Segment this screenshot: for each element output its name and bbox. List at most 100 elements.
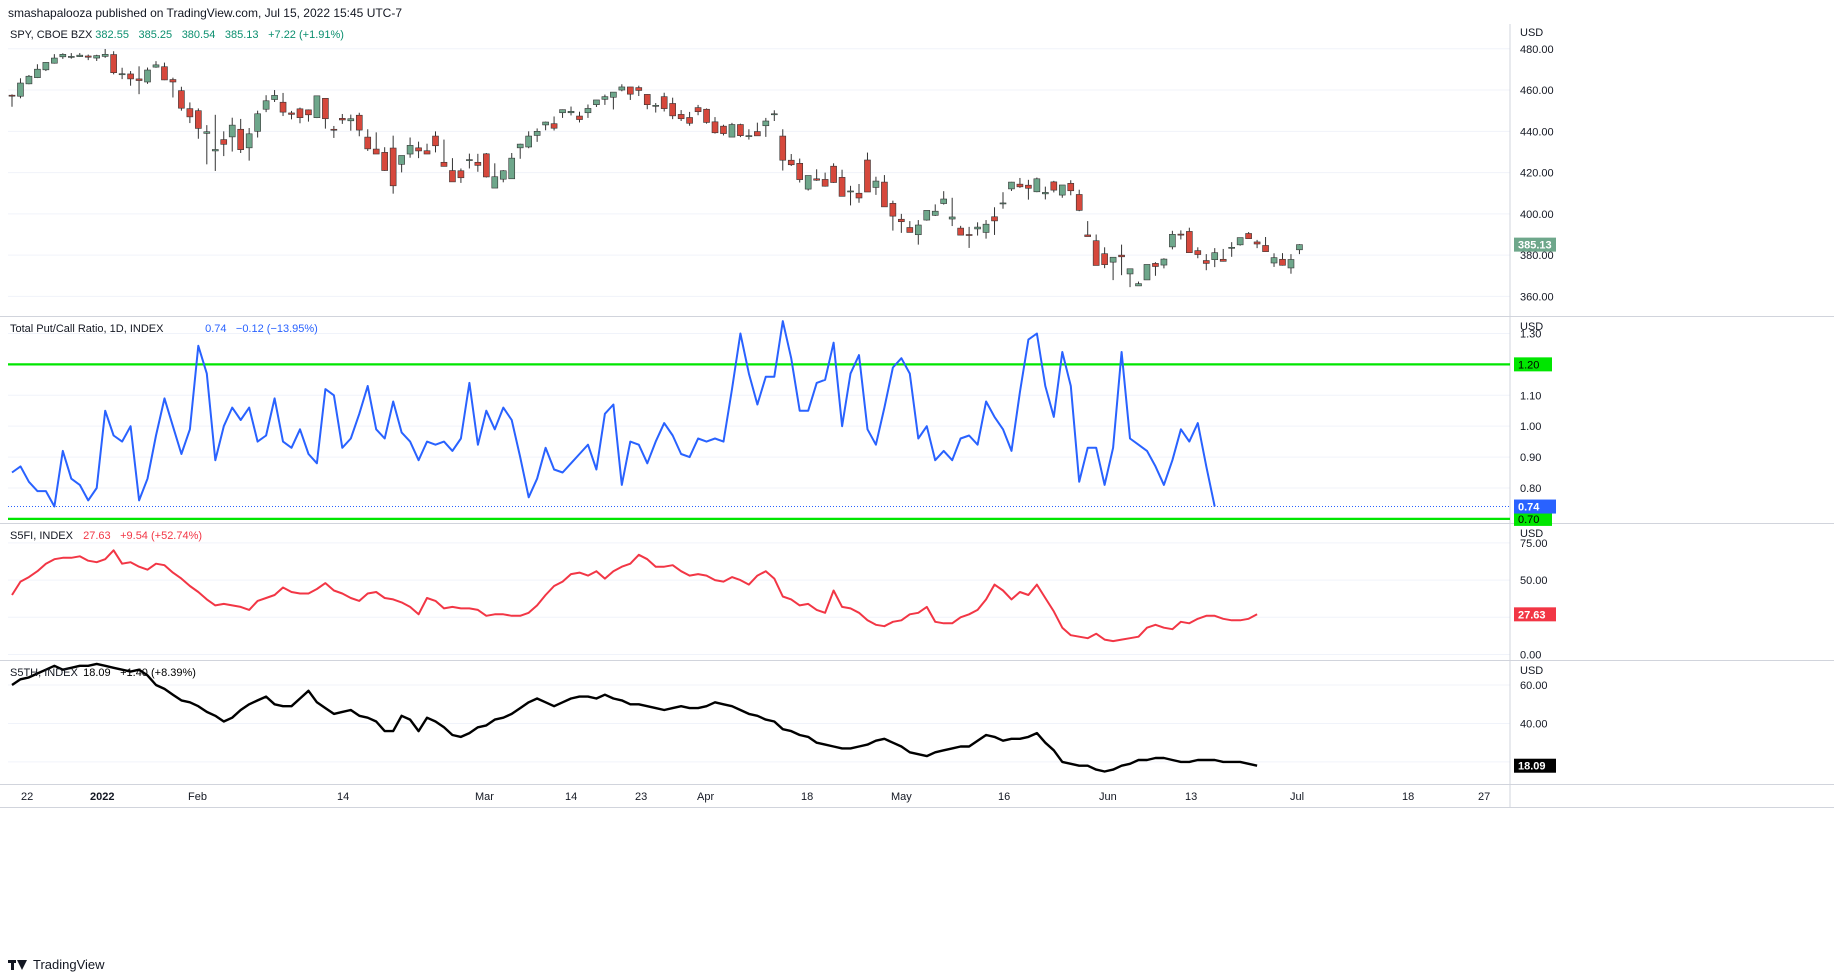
candle-body <box>440 161 448 167</box>
candle-body <box>516 143 524 149</box>
candle-body <box>914 224 922 236</box>
candle-body <box>313 95 321 118</box>
candle-body <box>1296 244 1303 251</box>
y-tick-label: 60.00 <box>1520 680 1548 692</box>
candle-body <box>1194 250 1202 255</box>
candle-body <box>660 96 668 109</box>
candle-body <box>635 87 643 91</box>
candle-body <box>127 73 134 80</box>
x-tick-label: 13 <box>1185 791 1197 803</box>
candle-body <box>864 159 871 193</box>
candle-body <box>1118 254 1125 258</box>
candle-body <box>339 118 346 121</box>
series-line <box>11 662 1258 773</box>
candle-body <box>694 107 702 113</box>
x-tick-label: May <box>891 791 912 803</box>
candle-body <box>1092 240 1100 266</box>
candle-body <box>813 178 820 181</box>
candle-body <box>1177 233 1185 236</box>
series-line <box>11 320 1216 508</box>
reference-value-badge <box>1514 357 1552 372</box>
candle-body <box>152 64 160 68</box>
last-value-badge <box>1514 237 1556 252</box>
x-tick-label: 27 <box>1478 791 1490 803</box>
candle-body <box>17 82 24 97</box>
candle-body <box>1186 231 1193 253</box>
legend-value: 380.54 <box>182 29 216 41</box>
candle-body <box>923 210 931 221</box>
candle-body <box>906 227 914 233</box>
legend-title: Total Put/Call Ratio, 1D, INDEX <box>10 323 164 335</box>
y-tick-label: 360.00 <box>1520 291 1554 303</box>
candle-body <box>974 226 981 230</box>
reference-value-badge <box>1514 511 1552 526</box>
y-tick-label: 0.00 <box>1520 650 1541 662</box>
candle-body <box>965 234 973 236</box>
x-tick-label: 2022 <box>90 791 114 803</box>
y-tick-label: 380.00 <box>1520 250 1554 262</box>
y-tick-label: 480.00 <box>1520 44 1554 56</box>
candle-body <box>1008 181 1015 190</box>
candle-body <box>1211 252 1219 260</box>
candle-body <box>474 161 482 166</box>
candle-body <box>525 135 532 148</box>
x-tick-label: 18 <box>801 791 813 803</box>
candle-body <box>677 114 685 120</box>
unit-label: USD <box>1520 528 1543 540</box>
candle-body <box>262 100 270 110</box>
y-tick-label: 1.30 <box>1520 328 1541 340</box>
last-value-label: 27.63 <box>1518 609 1546 621</box>
candle-body <box>686 117 693 124</box>
candle-body <box>940 198 948 204</box>
y-tick-label: 400.00 <box>1520 209 1554 221</box>
candle-body <box>364 136 372 150</box>
candle-body <box>872 180 880 188</box>
candle-body <box>271 95 278 100</box>
candle-body <box>178 90 185 109</box>
candle-body <box>669 103 676 117</box>
y-tick-label: 1.00 <box>1520 421 1541 433</box>
last-value-label: 18.09 <box>1518 761 1546 773</box>
x-tick-label: 16 <box>998 791 1010 803</box>
legend-title: SPY, CBOE BZX <box>10 29 93 41</box>
candle-body <box>745 135 753 137</box>
pane-legends: SPY, CBOE BZX 382.55 385.25 380.54 385.13 +7.… <box>10 29 344 679</box>
candle-body <box>491 176 499 189</box>
legend-value: +1.40 (+8.39%) <box>120 667 196 679</box>
candle-body <box>1075 194 1083 211</box>
candle-body <box>881 181 888 208</box>
candle-body <box>279 101 287 113</box>
candle-body <box>601 96 609 100</box>
candle-body <box>110 54 117 74</box>
candle-body <box>711 121 719 134</box>
candle-body <box>627 86 634 95</box>
candle-body <box>999 202 1007 205</box>
candle-body <box>135 78 143 81</box>
candle-body <box>762 120 770 127</box>
x-tick-label: 23 <box>635 791 647 803</box>
candle-body <box>652 105 660 107</box>
candle-body <box>245 133 253 149</box>
candle-body <box>457 170 465 179</box>
candle-body <box>618 86 626 91</box>
x-tick-label: Apr <box>697 791 714 803</box>
tradingview-footer: TradingView <box>8 957 105 972</box>
candle-body <box>415 147 422 152</box>
candle-body <box>25 75 33 85</box>
candle-body <box>355 114 363 131</box>
y-tick-label: 50.00 <box>1520 575 1548 587</box>
last-value-badge <box>1514 758 1556 773</box>
last-value-label: 385.13 <box>1518 240 1552 252</box>
candle-body <box>398 155 405 165</box>
candle-body <box>432 135 439 147</box>
footer-brand-label: TradingView <box>33 957 105 972</box>
candle-body <box>449 170 456 183</box>
candle-body <box>1245 233 1252 239</box>
last-value-badge <box>1514 607 1556 622</box>
candle-body <box>957 227 964 236</box>
candle-body <box>1016 183 1024 188</box>
candle-body <box>1236 237 1244 246</box>
last-value-label: 0.74 <box>1518 502 1540 514</box>
candle-body <box>237 128 244 150</box>
